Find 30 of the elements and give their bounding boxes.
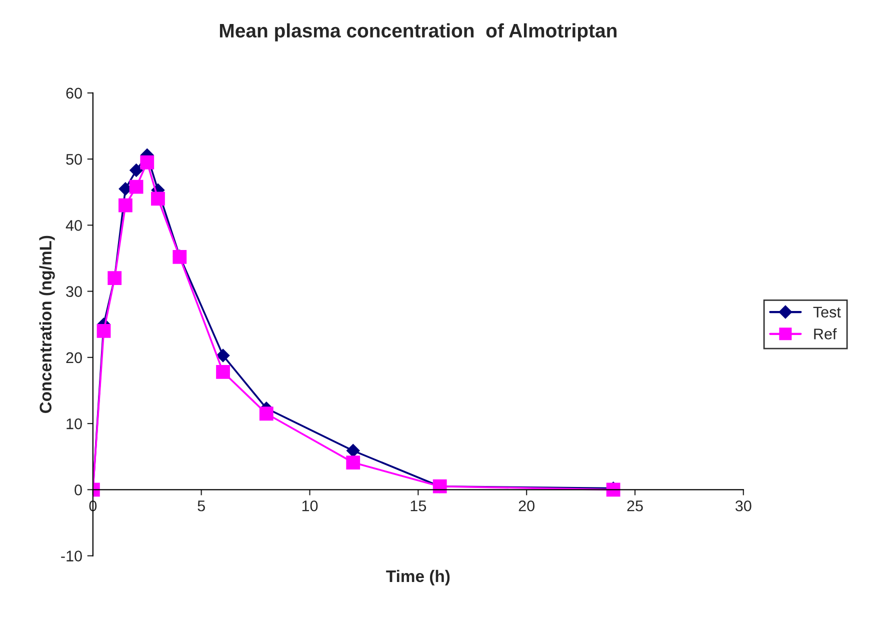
y-axis-title: Concentration (ng/mL) <box>39 236 55 414</box>
x-tick-label: 10 <box>302 500 318 512</box>
chart-title: Mean plasma concentration of Almotriptan <box>220 23 616 42</box>
point <box>216 365 230 379</box>
point <box>216 348 230 362</box>
x-axis-title: Time (h) <box>386 570 450 586</box>
point <box>130 164 143 177</box>
y-tick-label: 40 <box>66 220 82 231</box>
x-tick-label: 30 <box>735 500 752 512</box>
x-tick-label: 25 <box>627 500 643 512</box>
point <box>140 155 154 170</box>
y-tick-label: 0 <box>74 484 82 496</box>
y-tick-label: 20 <box>66 352 82 364</box>
point <box>346 456 360 470</box>
point <box>129 180 144 194</box>
point <box>151 192 165 206</box>
legend-label: Test <box>813 306 841 318</box>
point <box>259 406 274 421</box>
x-tick-label: 20 <box>518 500 534 512</box>
y-tick-label: 60 <box>66 88 82 99</box>
point <box>96 324 111 338</box>
legend-label: Ref <box>814 328 837 340</box>
y-tick-label: 50 <box>66 154 82 165</box>
point <box>118 198 132 212</box>
y-tick-label: 10 <box>66 418 82 430</box>
y-tick-label: 30 <box>66 286 82 297</box>
y-tick-label: -10 <box>61 550 82 562</box>
point <box>346 444 360 458</box>
x-tick-label: 15 <box>410 500 426 512</box>
x-tick-label: 5 <box>198 500 205 512</box>
